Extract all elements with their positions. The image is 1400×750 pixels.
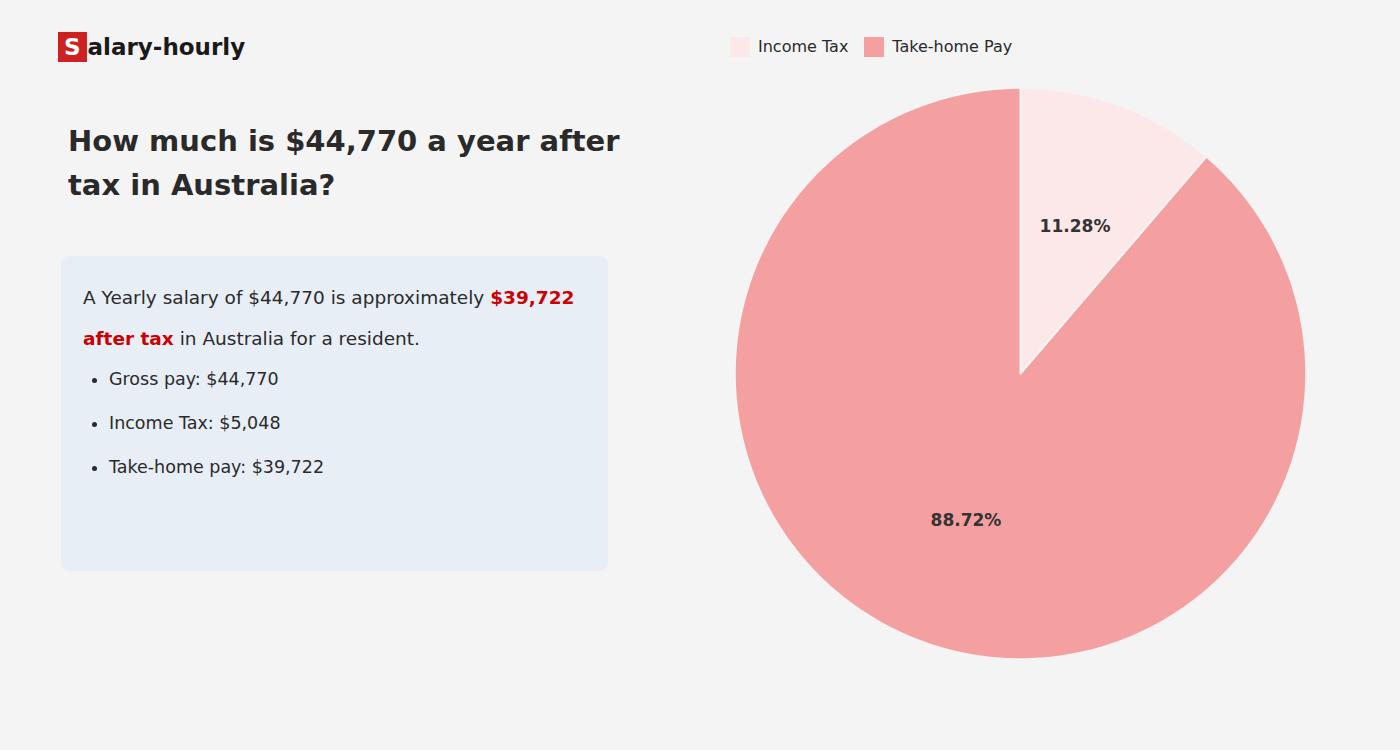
svg-text:88.72%: 88.72%	[931, 510, 1002, 530]
html-text:Gross pay: $44,770: Gross pay: $44,770	[109, 369, 279, 390]
html-text:How much is $44,770 a year aft: How much is $44,770 a year after tax in …	[68, 124, 620, 202]
html-text:Income Tax: Income Tax	[758, 37, 849, 56]
html-text:Take-home Pay: Take-home Pay	[892, 37, 1013, 56]
html-text:Take-home pay: $39,722: Take-home pay: $39,722	[109, 457, 324, 478]
html-text:Income Tax: $5,048: Income Tax: $5,048	[109, 413, 281, 434]
html-text:A Yearly salary of $44,770 is: A Yearly salary of $44,770 is approximat…	[83, 287, 575, 349]
html-text:S alary-hourly: S alary-hourly	[64, 34, 246, 60]
svg-text:11.28%: 11.28%	[1040, 216, 1111, 236]
